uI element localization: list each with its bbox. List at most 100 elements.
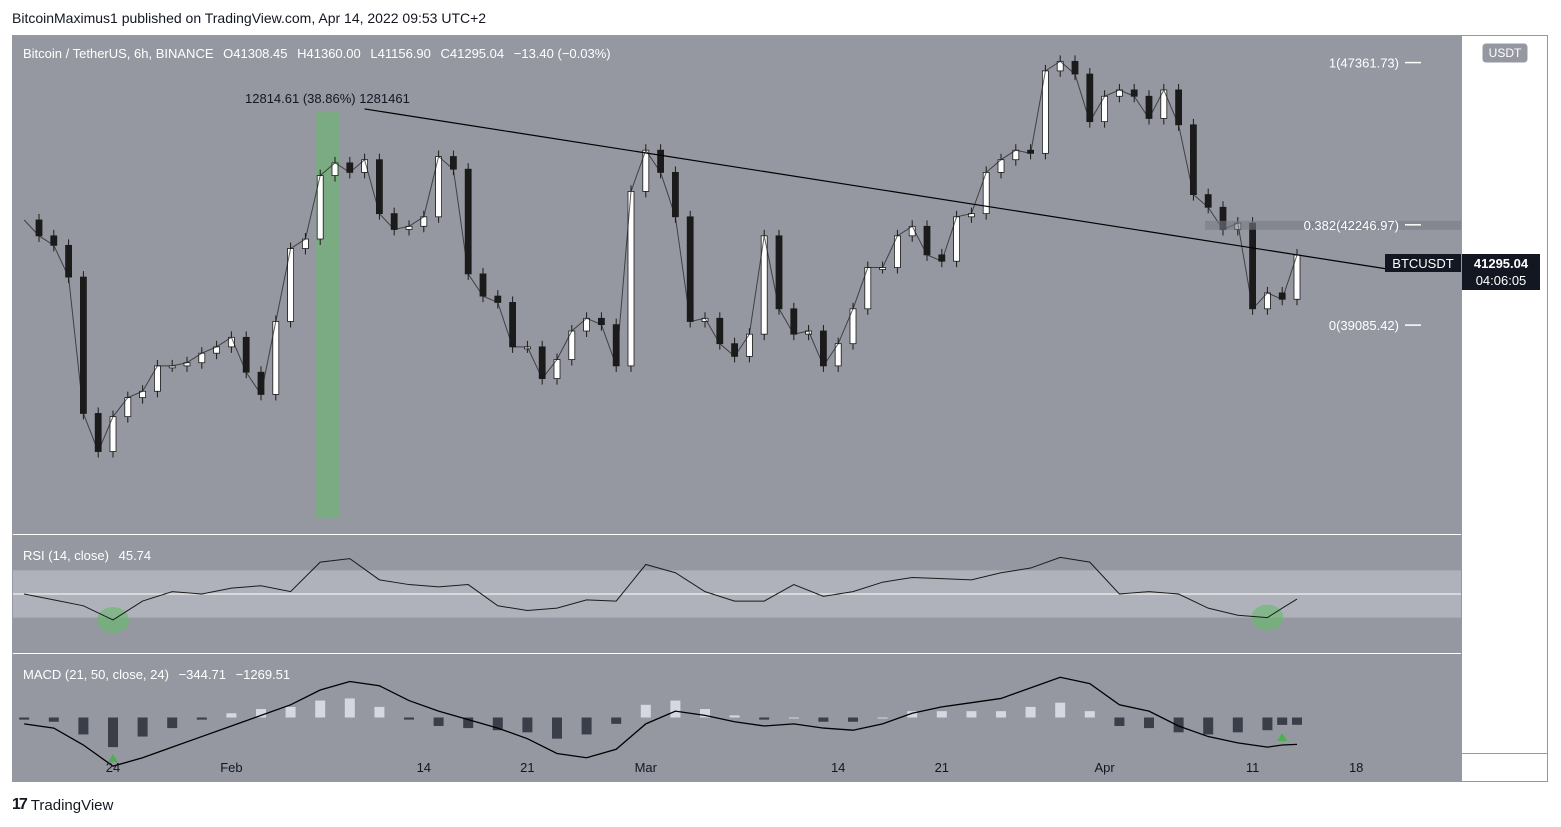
rsi-legend: RSI (14, close) 45.74: [23, 548, 151, 563]
macd-histogram-bar: [19, 717, 30, 720]
tradingview-logo-icon: 17: [12, 796, 28, 813]
time-tick-label: 21: [935, 760, 949, 775]
macd-histogram-layer: [19, 698, 1302, 748]
rsi-tick-label: 80.00: [1487, 552, 1520, 567]
macd-histogram-bar: [1203, 717, 1214, 735]
price-tick-top-partial: 4: [1533, 53, 1540, 68]
indicator-lines-layer: [24, 108, 1386, 767]
time-tick-label: Feb: [220, 760, 242, 775]
macd-histogram-bar: [196, 717, 207, 720]
macd-histogram-bar: [1084, 711, 1095, 718]
legend-c-value: 41295.04: [450, 46, 504, 61]
macd-legend-title: MACD (21, 50, close, 24): [23, 667, 169, 682]
macd-histogram-bar: [522, 717, 533, 733]
currency-badge[interactable]: [1481, 42, 1529, 64]
time-tick-label: 24: [106, 760, 120, 775]
publisher-line: BitcoinMaximus1 published on TradingView…: [12, 10, 487, 26]
price-tick-label: 34000.00: [1478, 479, 1532, 494]
macd-histogram-bar: [788, 717, 799, 719]
time-tick-label: Mar: [635, 760, 658, 775]
price-line: [23, 60, 1298, 453]
macd-histogram-bar: [167, 717, 178, 729]
macd-histogram-bar: [581, 717, 592, 735]
macd-histogram-bar: [907, 711, 918, 718]
rsi-tick-label: 40.00: [1487, 599, 1520, 614]
main-plot-background[interactable]: [13, 36, 1461, 534]
price-tick-label: 38000.00: [1478, 353, 1532, 368]
macd-histogram-bar: [818, 717, 829, 722]
macd-arrow-icon: [1277, 733, 1288, 742]
macd-histogram-bar: [1277, 717, 1288, 725]
macd-histogram-bar: [433, 717, 444, 726]
macd-histogram-bar: [966, 711, 977, 718]
legend-symbol: Bitcoin / TetherUS, 6h, BINANCE: [23, 46, 214, 61]
macd-histogram-bar: [1025, 706, 1036, 718]
macd-line: [24, 676, 1298, 767]
macd-histogram-bar: [1144, 717, 1154, 729]
macd-tick-label: −2500.00: [1476, 763, 1531, 778]
macd-legend-v2: −1269.51: [236, 667, 291, 682]
macd-histogram-bar: [1114, 717, 1125, 726]
macd-histogram-bar: [137, 717, 148, 737]
macd-histogram-bar: [48, 717, 59, 722]
macd-histogram-bar: [1173, 717, 1184, 733]
time-tick-label: 18: [1349, 760, 1363, 775]
time-tick-label: 11: [1246, 760, 1260, 775]
chart-container[interactable]: 1(47361.73) 0.382(42246.97) 0(39085.42) Bi…: [12, 35, 1548, 782]
macd-histogram-bar: [729, 715, 740, 718]
fib-level-label: 1(47361.73): [1329, 56, 1399, 71]
price-tick-label: 44000.00: [1478, 162, 1532, 177]
macd-histogram-bar: [996, 711, 1006, 718]
legend-h-label: H: [297, 46, 306, 61]
fib-level-label: 0.382(42246.97): [1304, 218, 1399, 233]
fib-zone-band: [1205, 220, 1461, 230]
main-legend: Bitcoin / TetherUS, 6h, BINANCE O41308.4…: [23, 46, 611, 61]
macd-legend: MACD (21, 50, close, 24) −344.71 −1269.5…: [23, 667, 290, 682]
macd-histogram-bar: [1292, 717, 1302, 725]
macd-histogram-bar: [404, 717, 414, 720]
macd-arrow-icon: [108, 754, 118, 763]
price-tick-label: 46000.00: [1478, 99, 1532, 114]
macd-histogram-bar: [315, 700, 326, 718]
macd-histogram-bar: [640, 704, 651, 718]
annotation-layer: 1(47361.73) 0.382(42246.97) 0(39085.42): [108, 56, 1461, 763]
chart-svg[interactable]: 1(47361.73) 0.382(42246.97) 0(39085.42) Bi…: [13, 36, 1547, 781]
legend-l-value: 41156.90: [378, 46, 431, 61]
macd-histogram-bar: [492, 717, 503, 731]
macd-histogram-bar: [344, 698, 355, 718]
legend-h-value: 41360.00: [307, 46, 361, 61]
tradingview-brand[interactable]: 17 TradingView: [12, 796, 113, 814]
legend-change: −13.40 (−0.03%): [514, 46, 611, 61]
macd-legend-v1: −344.71: [179, 667, 226, 682]
macd-histogram-bar: [78, 717, 89, 735]
price-tick-label: 36000.00: [1478, 416, 1532, 431]
last-price-badge: [1462, 254, 1540, 290]
rsi-legend-title: RSI (14, close): [23, 548, 109, 563]
time-tick-label: Apr: [1094, 760, 1115, 775]
macd-histogram-bar: [1055, 702, 1066, 718]
time-tick-label: 14: [417, 760, 431, 775]
legend-c-label: C: [441, 46, 450, 61]
macd-tick-label: 2500.00: [1480, 658, 1527, 673]
symbol-badge-label: BTCUSDT: [1392, 256, 1453, 271]
fib-level-label: 0(39085.42): [1329, 318, 1399, 333]
rsi-line: [24, 556, 1298, 621]
rsi-legend-value: 45.74: [119, 548, 152, 563]
macd-histogram-bar: [848, 717, 858, 722]
countdown-label: 04:06:05: [1476, 273, 1527, 288]
symbol-badge: [1385, 254, 1461, 272]
time-tick-label: 14: [831, 760, 845, 775]
macd-histogram-bar: [374, 706, 385, 718]
price-series-layer: [23, 55, 1301, 458]
macd-histogram-bar: [108, 717, 118, 748]
last-price-label: 41295.04: [1474, 256, 1529, 271]
macd-histogram-bar: [552, 717, 562, 739]
macd-histogram-bar: [1232, 717, 1243, 733]
macd-histogram-bar: [936, 711, 947, 718]
macd-histogram-bar: [611, 717, 622, 724]
macd-histogram-bar: [877, 717, 888, 719]
brand-label: TradingView: [30, 796, 114, 814]
macd-histogram-bar: [256, 709, 266, 718]
price-tick-label: 40000.00: [1478, 289, 1532, 304]
price-tick-label: 42000.00: [1478, 226, 1532, 241]
